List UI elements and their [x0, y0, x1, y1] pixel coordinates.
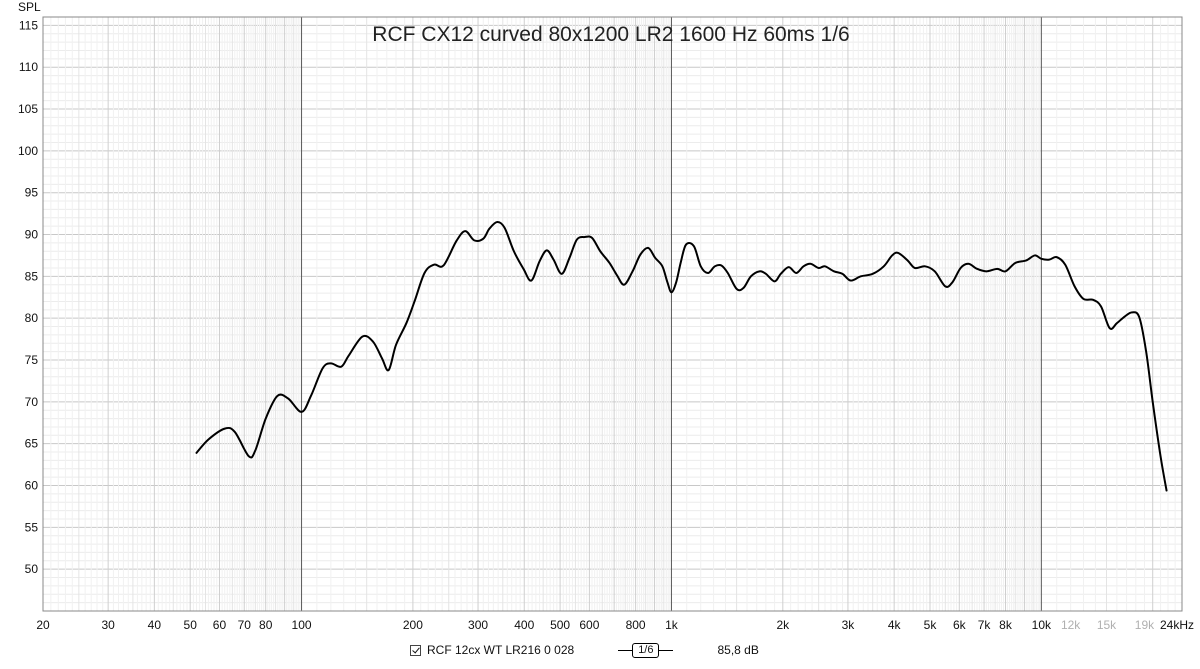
x-tick-label: 60 [213, 618, 227, 632]
y-tick-label: 90 [25, 228, 39, 242]
y-tick-label: 55 [25, 520, 39, 534]
x-tick-labels: 20 30 40 50 60 70 80 100 200 300 400 500 600 800 1k 2k 3… [36, 618, 1194, 632]
x-tick-label: 40 [148, 618, 162, 632]
x-tick-label: 100 [292, 618, 312, 632]
x-tick-label: 8k [999, 618, 1013, 632]
x-tick-label: 24kHz [1160, 618, 1194, 632]
y-tick-label: 110 [19, 60, 38, 74]
x-tick-label: 20 [36, 618, 50, 632]
y-tick-label: 95 [25, 186, 39, 200]
plot-frame [42, 16, 1183, 612]
line-sample-left [618, 649, 633, 651]
line-sample-right [659, 649, 674, 651]
x-tick-label: 3k [842, 618, 856, 632]
legend: RCF 12cx WT LR216 0 028 1/6 85,8 dB [410, 641, 759, 659]
y-tick-label: 75 [25, 353, 39, 367]
y-tick-label: 70 [25, 395, 39, 409]
x-tick-label: 15k [1097, 618, 1117, 632]
x-tick-label: 2k [776, 618, 790, 632]
x-tick-label: 80 [259, 618, 273, 632]
y-tick-labels: 115 110 105 100 95 90 85 80 75 70 65 60 55 50 [18, 18, 38, 576]
x-tick-label: 600 [579, 618, 599, 632]
y-tick-label: 80 [25, 311, 39, 325]
chart-title: RCF CX12 curved 80x1200 LR2 1600 Hz 60ms… [372, 23, 849, 46]
x-tick-label: 500 [550, 618, 570, 632]
x-tick-label: 10k [1032, 618, 1052, 632]
x-tick-label: 800 [626, 618, 646, 632]
y-tick-label: 60 [25, 479, 39, 493]
x-tick-label: 300 [468, 618, 488, 632]
smoothing-label: 1/6 [632, 642, 660, 658]
grid [42, 16, 1183, 612]
x-tick-label: 30 [101, 618, 115, 632]
x-tick-label: 7k [978, 618, 992, 632]
x-tick-label: 50 [184, 618, 198, 632]
x-tick-label: 5k [924, 618, 938, 632]
y-tick-label: 50 [25, 562, 39, 576]
x-tick-label: 6k [953, 618, 967, 632]
x-tick-label: 70 [238, 618, 252, 632]
x-tick-label: 4k [888, 618, 902, 632]
y-tick-label: 100 [18, 144, 38, 158]
y-tick-label: 105 [18, 102, 38, 116]
x-tick-label: 1k [665, 618, 679, 632]
y-tick-label: 65 [25, 437, 39, 451]
level-readout: 85,8 dB [717, 643, 759, 657]
series-line [195, 220, 1168, 492]
series-visibility-checkbox[interactable] [410, 644, 421, 656]
x-tick-label: 400 [514, 618, 534, 632]
x-tick-label: 19k [1135, 618, 1155, 632]
legend-series-label: RCF 12cx WT LR216 0 028 [427, 643, 575, 657]
y-axis-label: SPL [18, 0, 41, 14]
smoothing-indicator[interactable]: 1/6 [618, 642, 674, 658]
y-tick-label: 115 [19, 18, 38, 32]
x-tick-label: 12k [1061, 618, 1081, 632]
y-tick-label: 85 [25, 269, 39, 283]
x-tick-label: 200 [403, 618, 423, 632]
series-layer [195, 220, 1168, 492]
